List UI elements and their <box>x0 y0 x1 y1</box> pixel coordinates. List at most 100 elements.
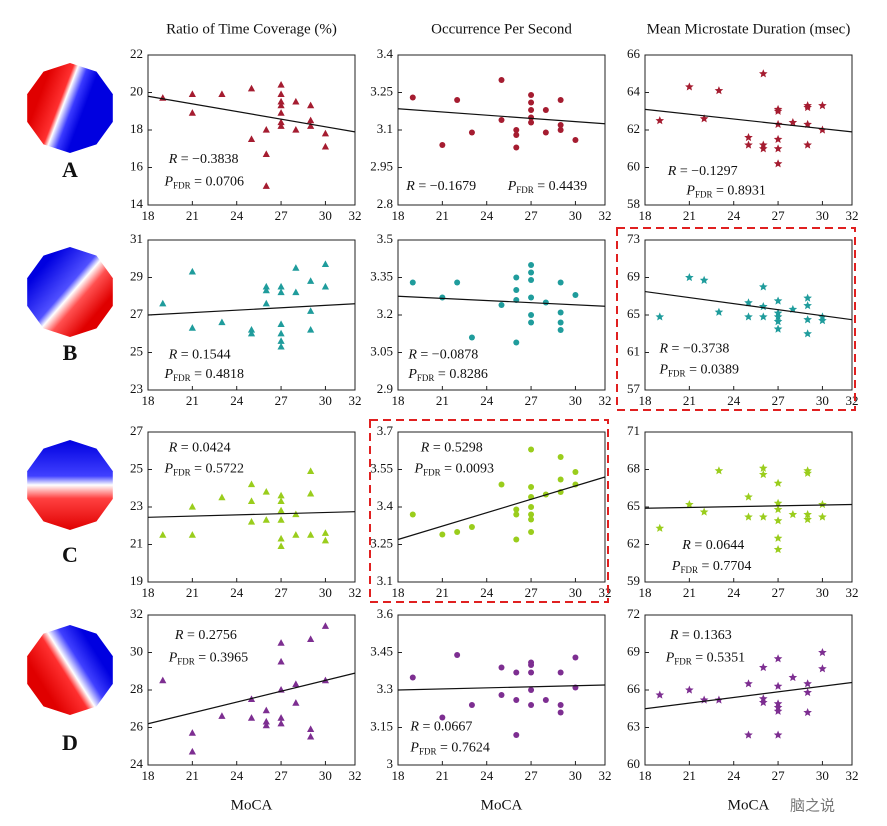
r-value: = −0.3738 <box>668 342 729 357</box>
point <box>468 524 475 530</box>
x-tick-label: 24 <box>727 393 741 408</box>
point <box>699 275 709 284</box>
column-title: Ratio of Time Coverage (%) <box>166 21 337 37</box>
point <box>803 515 812 524</box>
x-tick-label: 32 <box>349 208 362 223</box>
point <box>262 488 270 495</box>
point <box>321 622 330 629</box>
y-tick-label: 3.6 <box>377 606 394 621</box>
y-tick-label: 69 <box>627 643 640 658</box>
point <box>513 339 520 346</box>
point <box>277 109 285 116</box>
y-tick-label: 3.05 <box>370 343 393 358</box>
x-tick-label: 21 <box>683 393 696 408</box>
point <box>759 302 768 311</box>
x-tick-label: 21 <box>436 208 449 223</box>
x-tick-label: 30 <box>319 768 332 783</box>
x-tick-label: 18 <box>142 393 155 408</box>
x-tick-label: 18 <box>392 208 405 223</box>
point <box>218 90 226 97</box>
point <box>262 286 270 294</box>
point <box>528 687 535 693</box>
fit-line <box>644 681 853 710</box>
point <box>773 317 783 326</box>
p-subscript: FDR <box>668 369 686 379</box>
point <box>513 732 520 738</box>
point <box>188 747 196 755</box>
r-stat: R = −0.1297 <box>667 164 738 179</box>
row-label: B <box>63 340 78 365</box>
point <box>188 503 196 510</box>
y-tick-label: 66 <box>627 681 641 696</box>
p-stat: PFDR = 0.7704 <box>671 559 751 575</box>
point <box>803 103 812 112</box>
x-tick-label: 27 <box>275 585 289 600</box>
point <box>307 489 315 497</box>
r-stat: R = −0.3838 <box>168 152 239 167</box>
p-value: = 0.8931 <box>712 184 765 199</box>
r-symbol: R <box>681 538 691 553</box>
point <box>321 260 330 267</box>
point <box>788 118 798 127</box>
point <box>307 307 315 314</box>
point <box>803 708 812 717</box>
point <box>277 491 285 499</box>
point <box>655 312 665 321</box>
point <box>542 697 549 703</box>
point <box>321 529 330 536</box>
fit-line <box>397 684 606 691</box>
p-value: = 0.5722 <box>191 462 244 477</box>
point <box>685 685 694 694</box>
r-stat: R = 0.0644 <box>681 538 744 553</box>
x-axis-label: MoCA <box>231 797 273 813</box>
point <box>773 296 783 305</box>
r-symbol: R <box>409 720 419 735</box>
point <box>262 706 270 714</box>
column-title: Occurrence Per Second <box>431 21 572 37</box>
panel: 3.1 3.25 3.4 3.55 3.7 18 21 24 27 30 32 R = 0.5298 P… <box>369 419 612 603</box>
point <box>277 122 285 129</box>
point <box>498 664 505 671</box>
point <box>744 512 753 521</box>
p-value: = 0.4818 <box>191 367 244 382</box>
x-tick-label: 21 <box>683 208 696 223</box>
r-stat: R = 0.5298 <box>420 441 483 456</box>
point <box>247 714 256 721</box>
x-tick-label: 21 <box>683 768 696 783</box>
point <box>759 144 768 153</box>
point <box>744 140 753 149</box>
y-tick-label: 23 <box>130 381 143 396</box>
point <box>714 307 724 316</box>
x-tick-label: 30 <box>319 585 332 600</box>
y-tick-label: 66 <box>627 46 641 61</box>
point <box>528 312 535 318</box>
y-tick-label: 3.25 <box>370 83 393 98</box>
point <box>247 135 256 142</box>
r-value: = 0.0667 <box>419 720 472 735</box>
point <box>188 267 196 275</box>
x-tick-label: 32 <box>599 393 612 408</box>
p-stat: PFDR = 0.4818 <box>164 367 244 383</box>
y-tick-label: 31 <box>130 231 143 246</box>
point <box>218 493 226 501</box>
point <box>773 681 783 690</box>
point <box>468 702 475 708</box>
r-stat: R = 0.0667 <box>409 720 472 735</box>
point <box>277 282 285 290</box>
p-symbol: P <box>164 175 174 190</box>
y-tick-label: 25 <box>130 343 143 358</box>
point <box>262 282 270 290</box>
point <box>744 492 753 501</box>
p-subscript: FDR <box>173 181 191 191</box>
point <box>744 312 753 321</box>
topo-map <box>27 440 113 530</box>
point <box>454 529 461 535</box>
x-tick-label: 32 <box>349 768 362 783</box>
r-stat: R = −0.3738 <box>658 342 729 357</box>
p-value: = 0.4439 <box>534 179 587 194</box>
point <box>277 320 285 327</box>
y-tick-label: 3.4 <box>377 46 394 61</box>
